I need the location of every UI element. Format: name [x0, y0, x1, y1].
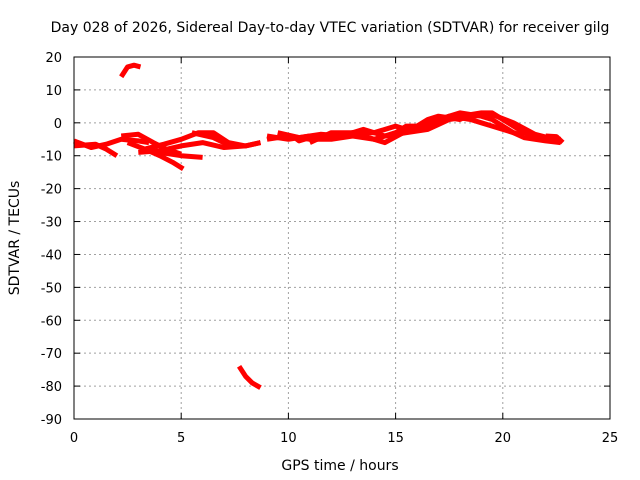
x-axis-label: GPS time / hours	[281, 458, 398, 474]
data-trace	[119, 62, 142, 79]
chart-title: Day 028 of 2026, Sidereal Day-to-day VTE…	[51, 20, 610, 36]
y-tick-label: -70	[41, 347, 62, 362]
y-tick-label: -30	[41, 216, 62, 231]
y-tick-label: -40	[41, 248, 62, 263]
data-trace	[120, 131, 182, 157]
data-series	[73, 62, 565, 390]
x-tick-label: 20	[495, 431, 512, 446]
y-tick-label: -90	[41, 413, 62, 428]
y-tick-label: -50	[41, 281, 62, 296]
x-tick-label: 10	[280, 431, 297, 446]
data-trace	[237, 364, 262, 390]
x-tick-label: 0	[70, 431, 78, 446]
plot-frame	[73, 56, 611, 420]
y-axis-label: SDTVAR / TECUs	[7, 181, 23, 296]
y-tick-label: -10	[41, 150, 62, 165]
x-tick-label: 5	[177, 431, 185, 446]
y-tick-label: -20	[41, 183, 62, 198]
axis-ticks: 0 5 10 15 20 25 -90 -80 -70 -60 -50 -40 -30 -20 -10 0 10…	[41, 51, 619, 446]
data-trace	[159, 149, 203, 160]
data-trace	[291, 134, 311, 144]
y-tick-label: 0	[54, 117, 62, 132]
grid	[74, 57, 610, 419]
data-trace	[138, 140, 262, 155]
y-tick-label: -60	[41, 314, 62, 329]
y-tick-label: 20	[45, 51, 62, 66]
y-tick-label: -80	[41, 380, 62, 395]
data-trace	[191, 130, 232, 149]
data-trace	[545, 133, 565, 145]
y-tick-label: 10	[45, 84, 62, 99]
data-trace	[73, 141, 119, 158]
data-trace	[308, 113, 525, 146]
data-trace	[126, 140, 185, 172]
x-tick-label: 15	[387, 431, 404, 446]
x-tick-label: 25	[602, 431, 619, 446]
